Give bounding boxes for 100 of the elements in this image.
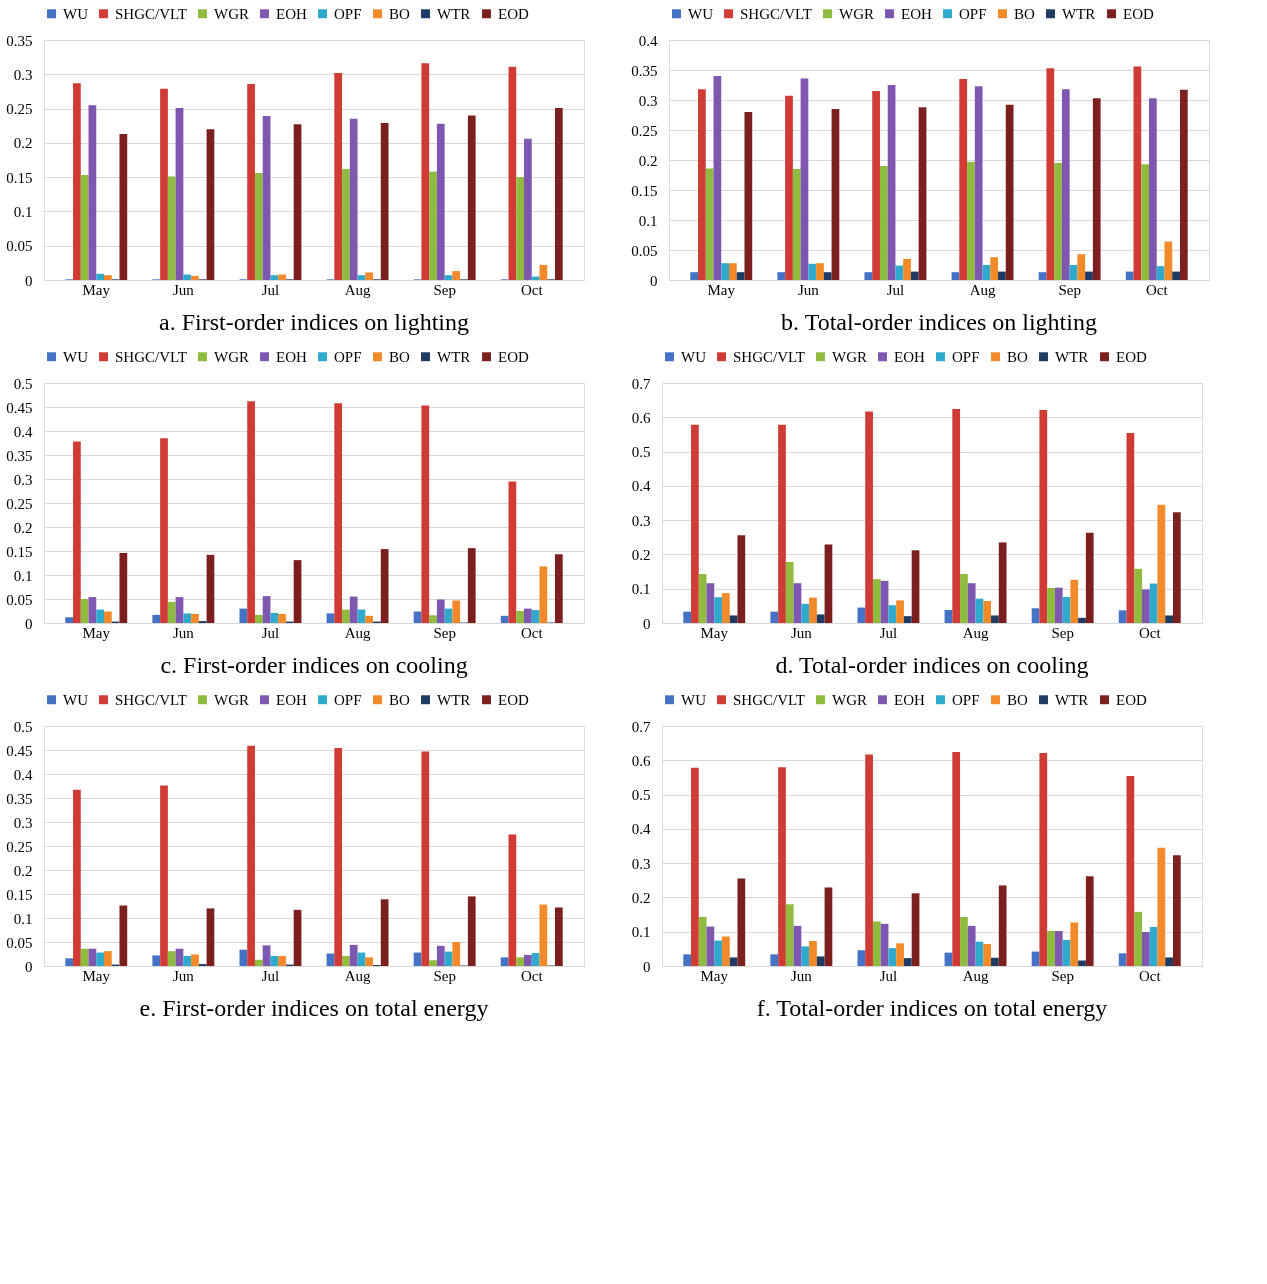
bar	[857, 950, 866, 966]
bar	[1054, 587, 1063, 623]
x-tick-label: May	[707, 281, 736, 298]
bar	[1126, 433, 1135, 623]
bar	[539, 904, 548, 966]
x-tick-label: Sep	[1051, 624, 1074, 641]
bar	[778, 424, 786, 623]
bar	[516, 177, 524, 280]
bar	[714, 940, 722, 966]
bar	[880, 923, 889, 966]
x-tick-label: Sep	[433, 281, 456, 298]
y-tick-label: 0.3	[13, 471, 33, 488]
bar	[824, 887, 833, 966]
bar	[191, 954, 199, 966]
bar	[1062, 596, 1071, 623]
bar	[88, 597, 97, 623]
bar	[960, 573, 968, 623]
y-tick-label: 0.05	[6, 238, 33, 255]
y-tick-label: 0.45	[6, 399, 33, 416]
bar	[872, 579, 881, 623]
legend-label: BO	[1007, 691, 1028, 708]
bar	[262, 945, 271, 966]
bar	[1133, 66, 1142, 280]
bar	[380, 549, 389, 623]
bar	[1047, 931, 1055, 966]
bar	[967, 925, 976, 966]
bar	[380, 899, 389, 966]
bar	[888, 948, 897, 966]
bar	[254, 959, 263, 966]
bar	[729, 615, 738, 623]
y-tick-label: 0.25	[6, 101, 33, 118]
bar	[1118, 610, 1127, 623]
bar	[872, 921, 881, 966]
bar	[896, 943, 904, 966]
bar	[770, 611, 779, 623]
bar	[119, 133, 128, 280]
bar	[239, 949, 248, 966]
bar	[974, 86, 983, 280]
bar	[334, 403, 343, 623]
bar	[452, 600, 461, 623]
x-tick-label: Aug	[344, 281, 371, 298]
bar	[334, 72, 343, 280]
bar	[1038, 272, 1047, 280]
bar	[365, 615, 374, 623]
bar	[436, 945, 445, 966]
bar	[729, 263, 737, 280]
bar	[531, 610, 540, 623]
x-tick-label: Jun	[172, 624, 195, 641]
bar	[508, 66, 517, 280]
bar	[1179, 89, 1188, 280]
bar	[96, 609, 104, 623]
x-tick-label: Jul	[261, 281, 280, 298]
bar	[293, 909, 302, 966]
bar	[500, 957, 509, 966]
bar	[1054, 931, 1063, 966]
bar	[879, 166, 888, 280]
y-tick-label: 0	[25, 272, 33, 289]
legend-label: WU	[63, 5, 89, 22]
bar	[247, 83, 255, 280]
bar	[918, 107, 927, 280]
y-tick-label: 0.6	[631, 752, 651, 769]
bar	[524, 954, 532, 966]
legend-label: EOH	[276, 348, 307, 365]
y-tick-label: 0.1	[13, 203, 33, 220]
bar	[516, 957, 524, 966]
x-tick-label: Jun	[172, 281, 195, 298]
bar	[342, 955, 350, 966]
x-tick-label: Oct	[520, 281, 544, 298]
legend-label: EOH	[901, 5, 932, 22]
y-tick-label: 0.5	[631, 787, 651, 804]
bar	[516, 611, 524, 623]
bar	[736, 272, 745, 280]
bar	[1031, 608, 1040, 623]
bar	[524, 138, 532, 280]
bar	[991, 615, 999, 623]
bar	[808, 263, 817, 280]
bar	[816, 614, 825, 623]
x-tick-label: Jul	[879, 624, 898, 641]
y-tick-label: 0	[650, 272, 658, 289]
bar	[65, 958, 74, 966]
bar	[1141, 164, 1149, 280]
bar	[778, 767, 786, 966]
x-tick-label: Sep	[1051, 967, 1074, 984]
bar	[293, 124, 302, 280]
legend-label: EOD	[1116, 348, 1147, 365]
bar	[467, 896, 476, 966]
bar	[800, 78, 809, 280]
bar	[160, 438, 168, 623]
legend-label: EOD	[1116, 691, 1147, 708]
bar	[152, 614, 161, 623]
bar	[770, 954, 779, 966]
x-tick-label: Jun	[172, 967, 195, 984]
x-tick-label: Aug	[962, 967, 989, 984]
bar	[911, 550, 920, 623]
bar	[959, 79, 968, 280]
bar	[729, 957, 738, 966]
bar	[349, 118, 358, 280]
y-tick-label: 0.7	[631, 375, 651, 392]
bar	[857, 607, 866, 623]
bar	[539, 566, 548, 623]
